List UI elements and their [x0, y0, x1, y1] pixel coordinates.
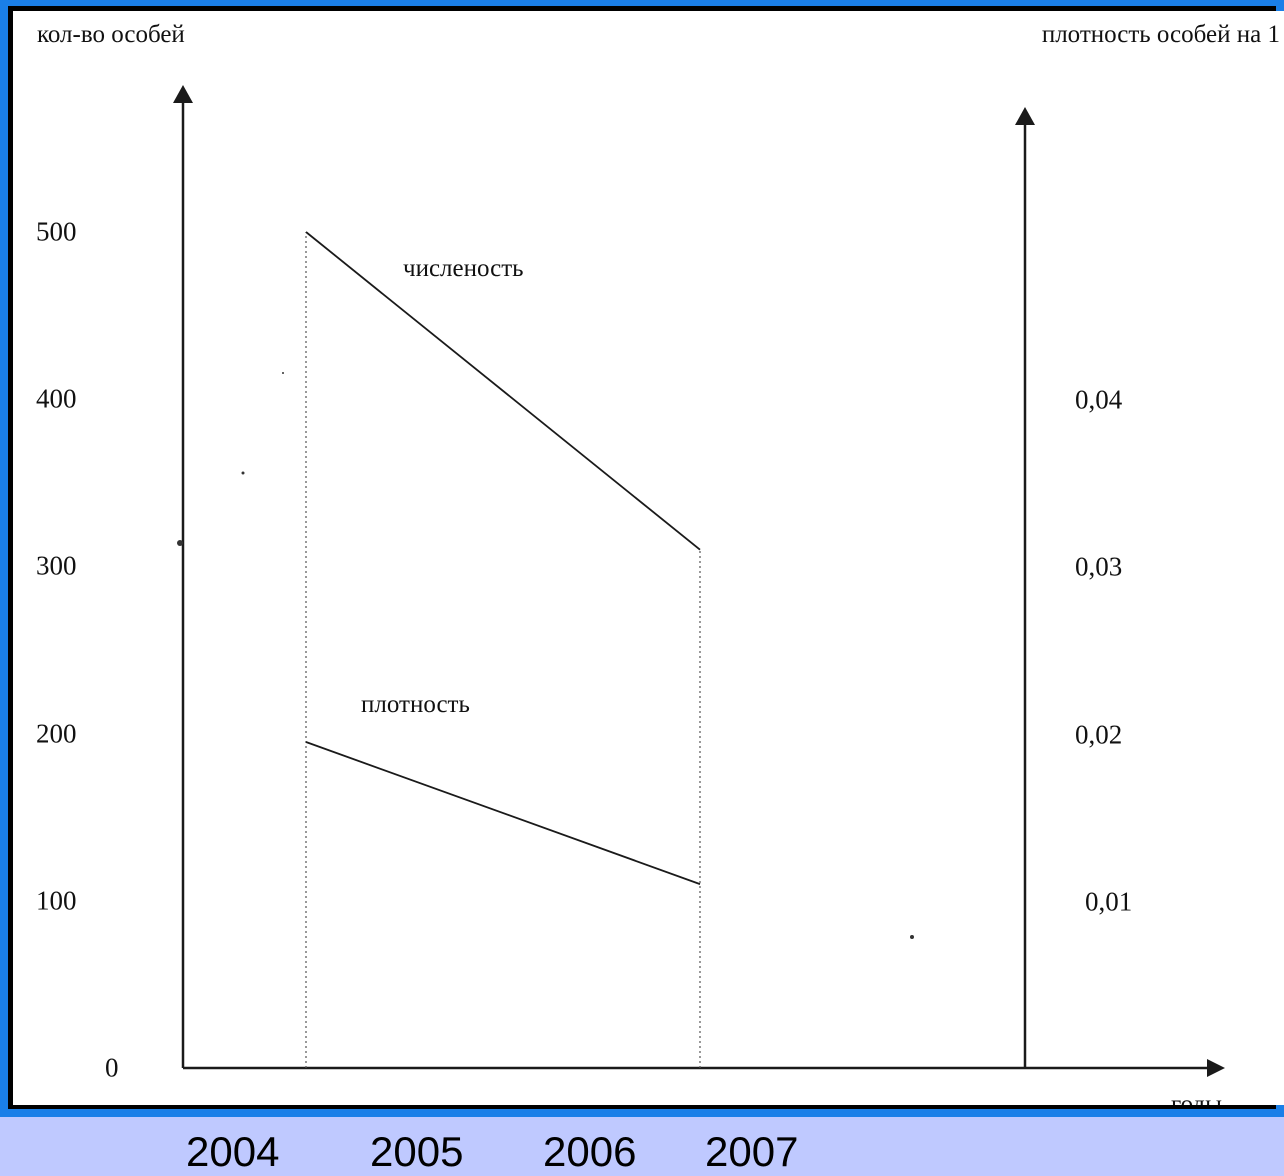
x-tick-2007: 2007: [705, 1128, 799, 1175]
speck-0: [177, 540, 183, 546]
y-tick-300: 300: [36, 550, 77, 581]
x-axis-title: годы: [1171, 1091, 1222, 1105]
y-tick-400: 400: [36, 383, 77, 414]
y-tick-0: 0: [105, 1052, 119, 1083]
x-tick-2006: 2006: [543, 1128, 637, 1175]
speck-3: [282, 372, 284, 374]
series-line-density: [305, 741, 701, 885]
y-right-tick-0-01: 0,01: [1085, 886, 1133, 917]
y-axis-left-arrow-icon: [173, 85, 193, 103]
y-right-tick-0-04: 0,04: [1075, 384, 1123, 415]
y-tick-100: 100: [36, 885, 77, 916]
series-label-numbers: численость: [403, 255, 524, 282]
y-axis-title-left: кол-во особей: [37, 21, 185, 48]
x-axis-arrow-icon: [1207, 1059, 1225, 1077]
plot-svg: [173, 85, 1225, 1077]
y-axis-right-arrow-icon: [1015, 107, 1035, 125]
speck-2: [910, 935, 914, 939]
series-line-numbers: [305, 231, 701, 551]
x-tick-2004: 2004: [186, 1128, 280, 1175]
y-right-tick-0-02: 0,02: [1075, 719, 1123, 750]
series-label-density: плотность: [361, 691, 470, 718]
y-right-tick-0-03: 0,03: [1075, 551, 1123, 582]
y-tick-500: 500: [36, 216, 77, 247]
chart-area: кол-во особей плотность особей на 1 годы…: [13, 11, 1284, 1105]
y-axis-title-right: плотность особей на 1: [1041, 21, 1280, 48]
speck-1: [241, 471, 245, 475]
y-tick-200: 200: [36, 718, 77, 749]
x-tick-2005: 2005: [370, 1128, 464, 1175]
